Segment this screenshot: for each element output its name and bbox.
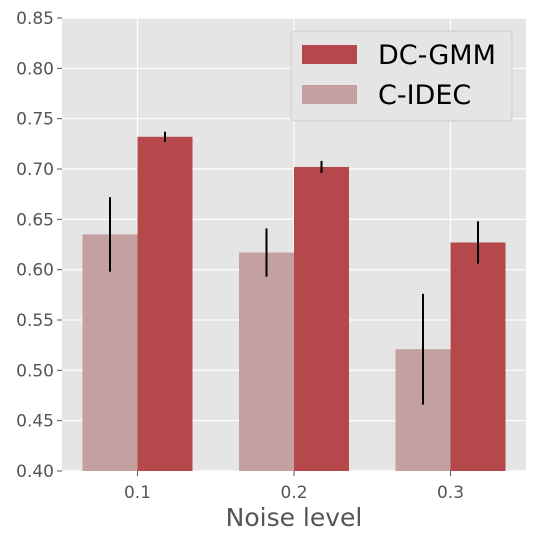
x-tick-label: 0.3 (437, 483, 464, 503)
y-tick-label: 0.60 (16, 261, 54, 281)
legend-swatch-dc-gmm (302, 45, 357, 64)
bars (82, 136, 506, 471)
y-tick-label: 0.75 (16, 110, 54, 130)
legend-label-c-idec: C-IDEC (378, 80, 471, 111)
bar-c-idec-0.1 (82, 234, 138, 471)
error-bars (109, 131, 479, 405)
x-tick-label: 0.2 (280, 483, 307, 503)
x-tick-label: 0.1 (124, 483, 151, 503)
y-tick-label: 0.55 (16, 311, 54, 331)
legend: DC-GMM C-IDEC (290, 30, 513, 122)
legend-swatch-c-idec (302, 85, 357, 104)
y-axis-ticks: 0.40 0.45 0.50 0.55 0.60 0.65 0.70 0.75 0.80 0.85 (16, 9, 62, 482)
x-axis-label: Noise level (226, 503, 363, 532)
legend-label-dc-gmm: DC-GMM (378, 40, 496, 71)
y-tick-label: 0.50 (16, 361, 54, 381)
y-tick-label: 0.40 (16, 462, 54, 482)
y-tick-label: 0.85 (16, 9, 54, 29)
y-tick-label: 0.80 (16, 59, 54, 79)
bar-c-idec-0.2 (239, 252, 294, 471)
y-tick-label: 0.65 (16, 210, 54, 230)
y-tick-label: 0.45 (16, 412, 54, 432)
bar-dc-gmm-0.2 (294, 166, 349, 471)
x-axis-ticks: 0.1 0.2 0.3 (124, 471, 464, 503)
bar-dc-gmm-0.3 (450, 242, 506, 471)
y-tick-label: 0.70 (16, 160, 54, 180)
bar-dc-gmm-0.1 (137, 136, 193, 471)
